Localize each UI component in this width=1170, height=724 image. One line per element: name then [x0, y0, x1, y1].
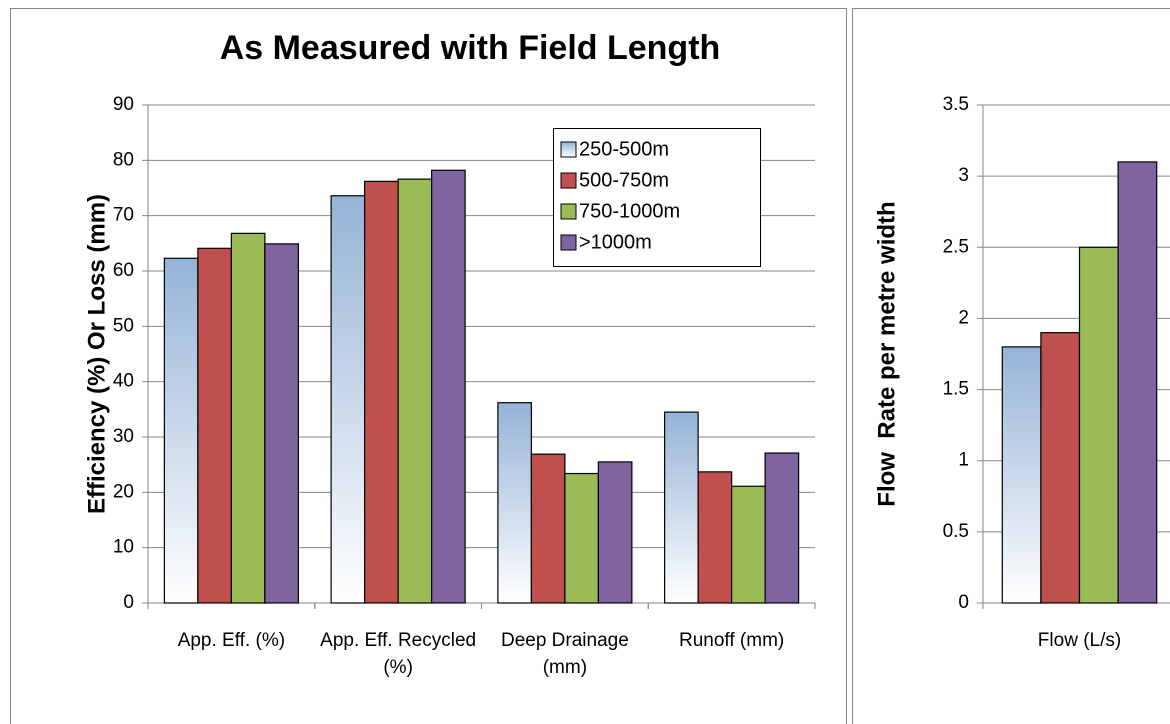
bar [664, 411, 699, 604]
bar [230, 232, 266, 604]
bar [497, 402, 532, 604]
x-tick-label: Flow (L/s) [1037, 630, 1122, 651]
bar [330, 195, 366, 604]
bar [530, 453, 566, 604]
bar [264, 243, 299, 604]
y-tick-label: 0 [958, 592, 969, 613]
legend-swatch [560, 234, 577, 251]
bar [1001, 346, 1042, 604]
y-tick-label: 0.5 [943, 521, 969, 542]
y-tick-label: 50 [113, 315, 134, 336]
legend-swatch [560, 141, 577, 158]
legend-label: 500-750m [579, 169, 669, 191]
y-tick-label: 70 [113, 205, 134, 226]
y-tick-label: 90 [113, 94, 134, 115]
bar [697, 471, 733, 604]
bar [1078, 246, 1119, 604]
legend-label: >1000m [579, 231, 652, 253]
bar [1040, 332, 1081, 604]
y-tick-label: 20 [113, 481, 134, 502]
bar [163, 257, 199, 604]
x-tick-label: Deep Drainage (mm) [500, 630, 629, 678]
y-tick-label: 1 [958, 450, 969, 471]
y-tick-label: 1.5 [943, 379, 969, 400]
y-axis-title: Efficiency (%) Or Loss (mm) [83, 194, 110, 514]
bar [731, 485, 766, 604]
y-tick-label: 3 [958, 165, 969, 186]
bar [1117, 161, 1158, 604]
y-tick-label: 3.5 [943, 94, 969, 115]
y-tick-label: 2 [958, 307, 969, 328]
legend-swatch [560, 203, 577, 220]
y-axis-title: Flow Rate per metre width [873, 201, 900, 506]
legend-label: 250-500m [579, 138, 669, 160]
bar [564, 472, 599, 604]
bar [597, 461, 633, 604]
y-tick-label: 10 [113, 537, 134, 558]
legend-label: 750-1000m [579, 200, 680, 222]
y-tick-label: 80 [113, 149, 134, 170]
x-tick-label: App. Eff. (%) [177, 630, 286, 651]
bar [397, 178, 433, 604]
x-tick-label: Runoff (mm) [679, 630, 785, 651]
y-tick-label: 60 [113, 260, 134, 281]
bar [431, 169, 466, 604]
y-tick-label: 30 [113, 426, 134, 447]
bar [364, 180, 399, 604]
x-tick-label: App. Eff. Recycled (%) [320, 630, 477, 678]
bar [764, 452, 800, 604]
chart-title: As Measured with Field Length [220, 29, 721, 67]
legend-swatch [560, 172, 577, 189]
y-tick-label: 40 [113, 371, 134, 392]
legend-box [553, 128, 761, 267]
y-tick-label: 0 [123, 592, 134, 613]
y-tick-label: 2.5 [943, 236, 969, 257]
bar [197, 247, 232, 604]
